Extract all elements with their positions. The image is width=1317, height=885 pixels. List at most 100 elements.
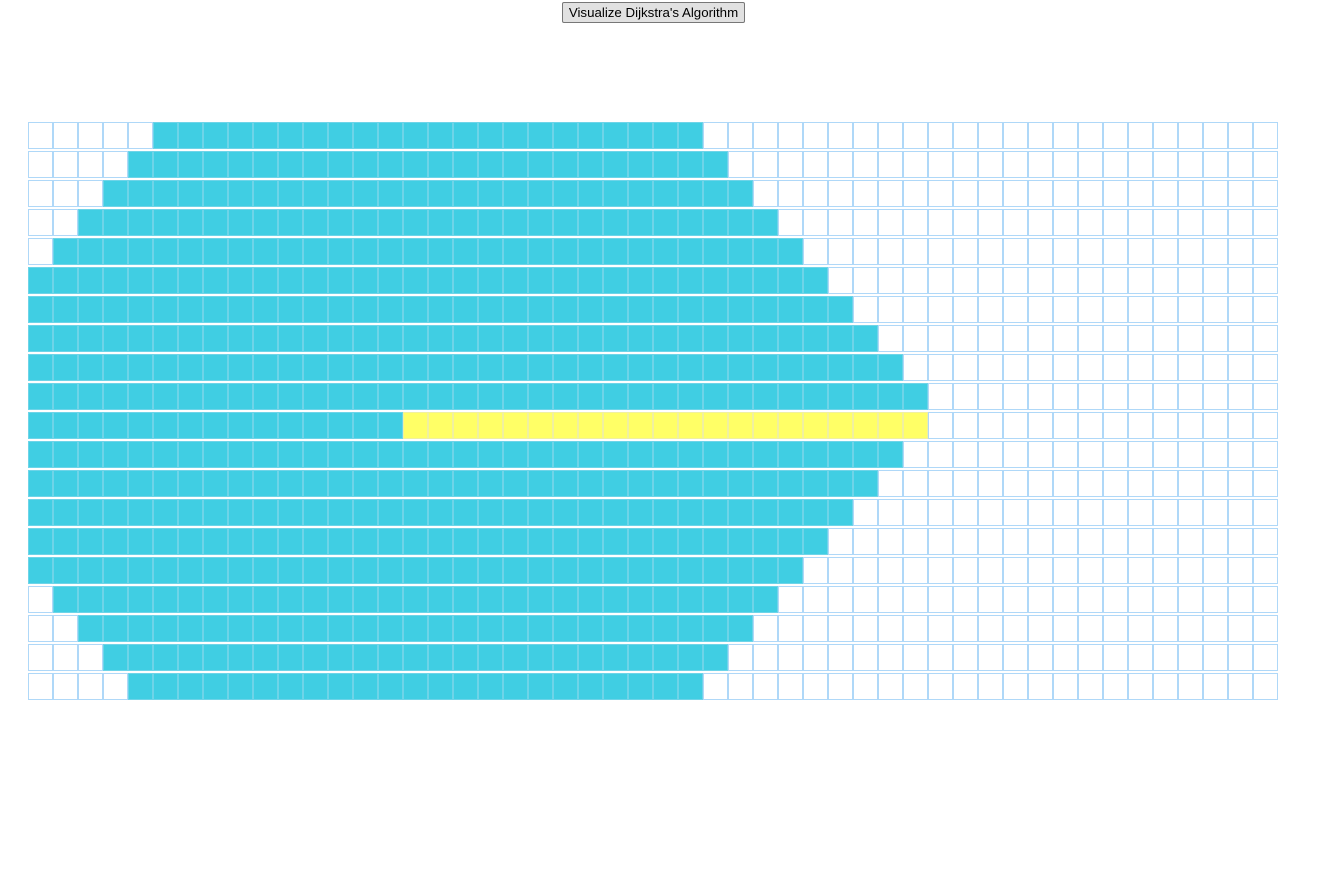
grid-node[interactable]: [1253, 383, 1278, 410]
grid-node[interactable]: [903, 209, 928, 236]
grid-node-visited[interactable]: [553, 557, 578, 584]
grid-node-visited[interactable]: [653, 615, 678, 642]
grid-node[interactable]: [53, 644, 78, 671]
grid-node-visited[interactable]: [328, 209, 353, 236]
grid-node[interactable]: [1228, 296, 1253, 323]
grid-node[interactable]: [1228, 499, 1253, 526]
grid-node[interactable]: [1178, 238, 1203, 265]
grid-node[interactable]: [903, 296, 928, 323]
grid-node-visited[interactable]: [453, 296, 478, 323]
grid-node[interactable]: [1128, 644, 1153, 671]
grid-node-visited[interactable]: [178, 470, 203, 497]
grid-node[interactable]: [903, 528, 928, 555]
grid-node[interactable]: [1153, 383, 1178, 410]
grid-node[interactable]: [878, 151, 903, 178]
grid-node-visited[interactable]: [603, 325, 628, 352]
grid-node[interactable]: [778, 180, 803, 207]
grid-node-visited[interactable]: [553, 528, 578, 555]
grid-node-visited[interactable]: [53, 267, 78, 294]
grid-node-visited[interactable]: [303, 470, 328, 497]
grid-node[interactable]: [1228, 470, 1253, 497]
grid-node-visited[interactable]: [403, 441, 428, 468]
grid-node-visited[interactable]: [628, 354, 653, 381]
grid-node[interactable]: [1053, 412, 1078, 439]
grid-node[interactable]: [1078, 528, 1103, 555]
grid-node-visited[interactable]: [303, 441, 328, 468]
grid-node-visited[interactable]: [428, 557, 453, 584]
grid-node-visited[interactable]: [178, 644, 203, 671]
grid-node[interactable]: [1128, 267, 1153, 294]
grid-node-visited[interactable]: [378, 325, 403, 352]
grid-node-path[interactable]: [728, 412, 753, 439]
grid-node[interactable]: [978, 151, 1003, 178]
grid-node[interactable]: [1003, 644, 1028, 671]
grid-node-visited[interactable]: [128, 615, 153, 642]
grid-node-visited[interactable]: [303, 615, 328, 642]
grid-node-visited[interactable]: [653, 586, 678, 613]
grid-node-visited[interactable]: [678, 354, 703, 381]
grid-node-visited[interactable]: [678, 586, 703, 613]
grid-node-visited[interactable]: [128, 180, 153, 207]
grid-node-visited[interactable]: [528, 470, 553, 497]
grid-node-visited[interactable]: [678, 470, 703, 497]
grid-node[interactable]: [778, 209, 803, 236]
grid-node[interactable]: [1228, 441, 1253, 468]
grid-node[interactable]: [1178, 528, 1203, 555]
grid-node-visited[interactable]: [653, 354, 678, 381]
grid-node[interactable]: [1128, 122, 1153, 149]
grid-node[interactable]: [828, 644, 853, 671]
grid-node-visited[interactable]: [153, 528, 178, 555]
grid-node-visited[interactable]: [578, 267, 603, 294]
grid-node-visited[interactable]: [478, 644, 503, 671]
grid-node-visited[interactable]: [328, 412, 353, 439]
grid-node[interactable]: [728, 673, 753, 700]
grid-node[interactable]: [1103, 644, 1128, 671]
grid-node-visited[interactable]: [403, 528, 428, 555]
grid-node[interactable]: [1028, 180, 1053, 207]
grid-node-visited[interactable]: [578, 296, 603, 323]
grid-node-visited[interactable]: [503, 470, 528, 497]
grid-node-visited[interactable]: [303, 180, 328, 207]
grid-node-visited[interactable]: [28, 470, 53, 497]
grid-node-visited[interactable]: [228, 180, 253, 207]
grid-node-visited[interactable]: [128, 209, 153, 236]
grid-node[interactable]: [903, 470, 928, 497]
grid-node-visited[interactable]: [578, 325, 603, 352]
grid-node[interactable]: [1178, 267, 1203, 294]
grid-node-visited[interactable]: [128, 354, 153, 381]
grid-node-visited[interactable]: [78, 209, 103, 236]
grid-node-visited[interactable]: [553, 325, 578, 352]
grid-node-visited[interactable]: [778, 441, 803, 468]
grid-node-visited[interactable]: [828, 354, 853, 381]
grid-node[interactable]: [903, 673, 928, 700]
grid-node-visited[interactable]: [278, 412, 303, 439]
grid-node[interactable]: [1203, 151, 1228, 178]
grid-node[interactable]: [878, 586, 903, 613]
grid-node[interactable]: [928, 528, 953, 555]
grid-node[interactable]: [53, 151, 78, 178]
grid-node[interactable]: [828, 528, 853, 555]
grid-node[interactable]: [1003, 122, 1028, 149]
grid-node-visited[interactable]: [603, 238, 628, 265]
grid-node[interactable]: [1103, 267, 1128, 294]
grid-node-visited[interactable]: [728, 441, 753, 468]
grid-node[interactable]: [1053, 354, 1078, 381]
grid-node-visited[interactable]: [578, 209, 603, 236]
grid-node[interactable]: [1128, 151, 1153, 178]
grid-node-visited[interactable]: [228, 209, 253, 236]
grid-node-visited[interactable]: [653, 499, 678, 526]
grid-node[interactable]: [1128, 586, 1153, 613]
grid-node[interactable]: [1028, 267, 1053, 294]
grid-node[interactable]: [928, 673, 953, 700]
grid-node-visited[interactable]: [803, 296, 828, 323]
grid-node-visited[interactable]: [253, 383, 278, 410]
grid-node-visited[interactable]: [428, 470, 453, 497]
grid-node-visited[interactable]: [828, 383, 853, 410]
grid-node-visited[interactable]: [378, 615, 403, 642]
grid-node-visited[interactable]: [203, 441, 228, 468]
grid-node-visited[interactable]: [278, 180, 303, 207]
grid-node-visited[interactable]: [103, 412, 128, 439]
grid-node[interactable]: [853, 180, 878, 207]
grid-node[interactable]: [953, 325, 978, 352]
grid-node-path[interactable]: [603, 412, 628, 439]
